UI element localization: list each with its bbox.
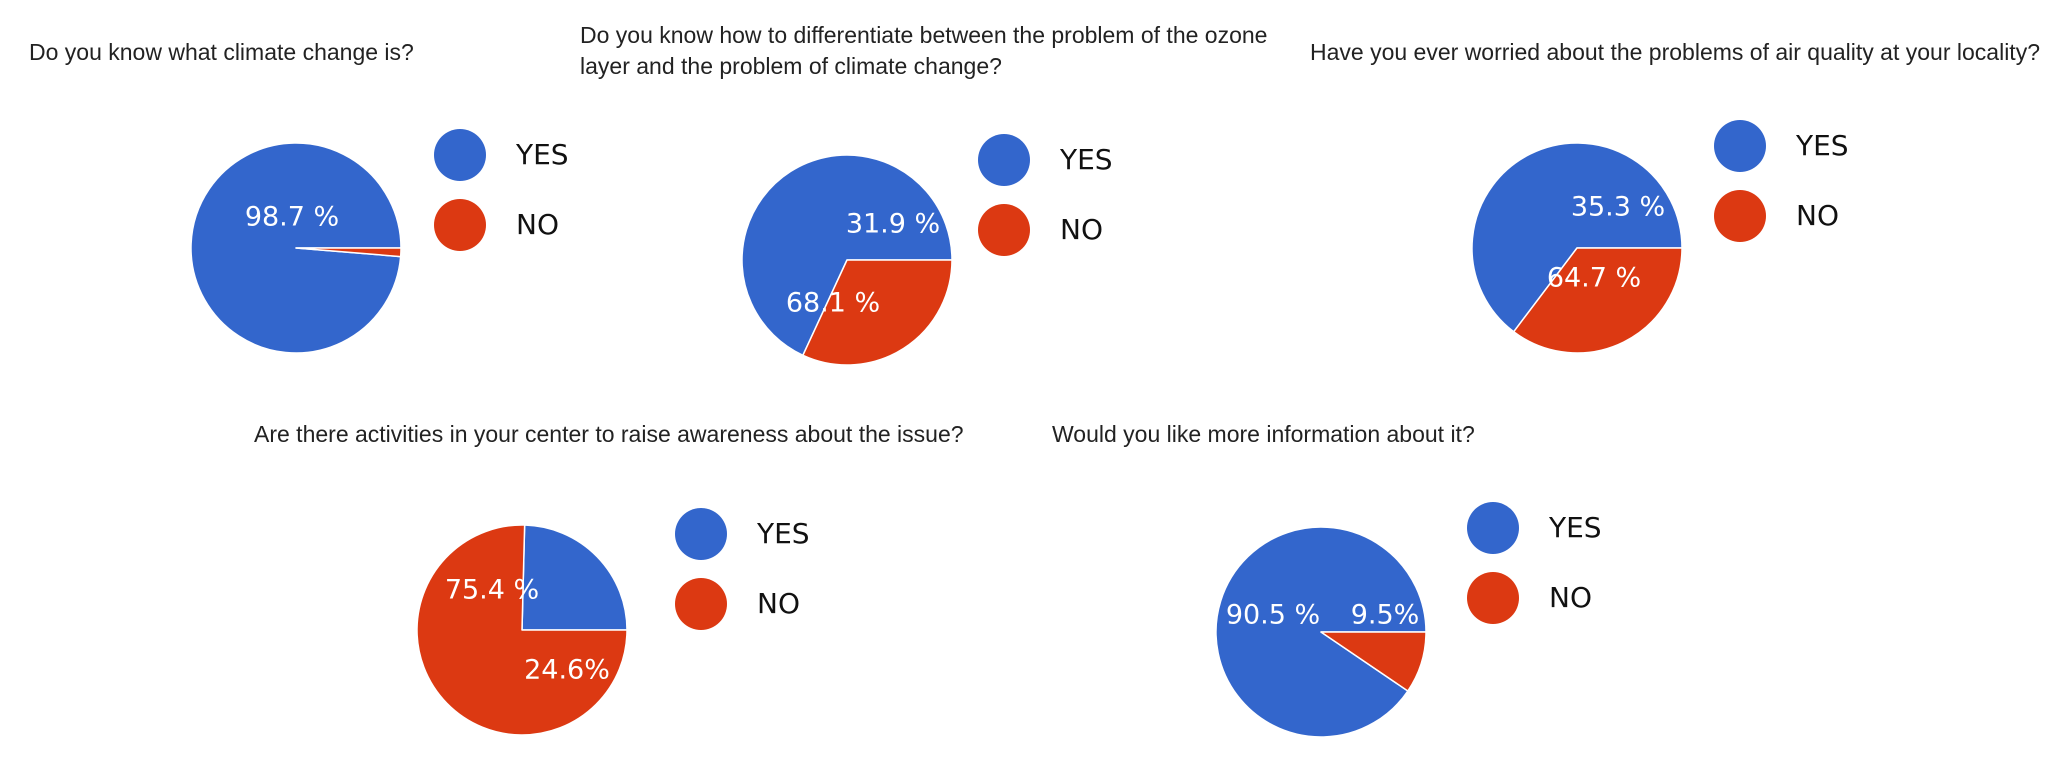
legend-swatch-yes <box>434 129 486 181</box>
legend-label-no: NO <box>1060 213 1103 246</box>
slice-label-yes: 64.7 % <box>1547 263 1641 294</box>
chart-title-line-2: layer and the problem of climate change? <box>580 53 1002 79</box>
legend-swatch-yes <box>978 134 1030 186</box>
legend-swatch-no <box>1467 572 1519 624</box>
legend-label-no: NO <box>1796 199 1839 232</box>
legend-swatch-no <box>978 204 1030 256</box>
slice-label-no: 75.4 % <box>445 575 539 606</box>
pie-slice-yes <box>741 154 953 357</box>
slice-label-no: 31.9 % <box>846 209 940 240</box>
legend-swatch-yes <box>675 508 727 560</box>
legend-label-yes: YES <box>1549 511 1602 544</box>
legend-swatch-no <box>1714 190 1766 242</box>
legend-swatch-yes <box>1467 502 1519 554</box>
pie: 90.5 % 9.5% <box>1215 526 1427 738</box>
legend-label-yes: YES <box>757 517 810 550</box>
slice-label-yes: 68.1 % <box>786 288 880 319</box>
pie-slice-no <box>295 247 402 258</box>
chart-title: Do you know what climate change is? <box>29 39 414 65</box>
slice-label-yes: 90.5 % <box>1226 600 1320 631</box>
chart-title: Would you like more information about it… <box>1052 421 1475 447</box>
slice-label-no: 35.3 % <box>1571 192 1665 223</box>
pie-slice-no <box>1320 631 1427 692</box>
pie: 98.7 % <box>190 142 402 354</box>
chart-title: Are there activities in your center to r… <box>254 421 964 447</box>
pie-slice-yes <box>1471 142 1683 333</box>
slice-label-yes: 98.7 % <box>245 202 339 233</box>
pie: 68.1 % 31.9 % <box>741 154 953 366</box>
pie-slice-no <box>802 259 953 366</box>
slice-label-no: 9.5% <box>1351 600 1420 631</box>
legend-swatch-yes <box>1714 120 1766 172</box>
chart-title-line-1: Do you know how to differentiate between… <box>580 22 1268 48</box>
legend-swatch-no <box>675 578 727 630</box>
legend-label-no: NO <box>757 587 800 620</box>
legend-label-no: NO <box>1549 581 1592 614</box>
legend-label-yes: YES <box>1796 129 1849 162</box>
legend-label-no: NO <box>516 208 559 241</box>
legend-label-yes: YES <box>1060 143 1113 176</box>
pie: 24.6% 75.4 % <box>416 524 628 736</box>
pie-slice-no <box>416 524 628 736</box>
slice-label-yes: 24.6% <box>524 655 610 686</box>
pie-slice-no <box>1512 247 1683 354</box>
legend-swatch-no <box>434 199 486 251</box>
pie-slice-yes <box>521 524 628 631</box>
pie: 64.7 % 35.3 % <box>1471 142 1683 354</box>
legend-label-yes: YES <box>516 138 569 171</box>
chart-title: Have you ever worried about the problems… <box>1310 39 2040 65</box>
